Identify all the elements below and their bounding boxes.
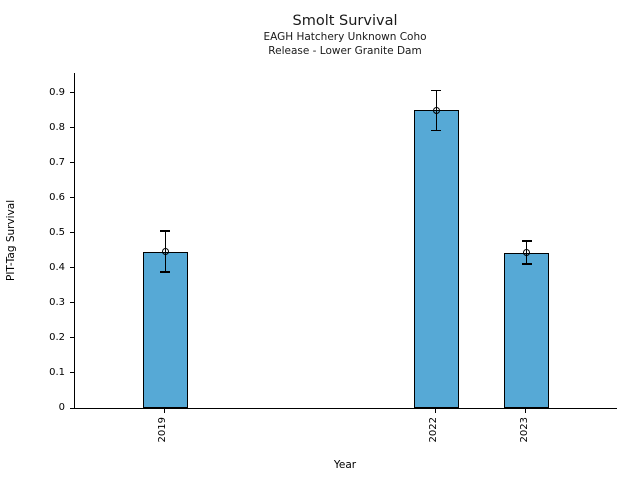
y-tick-mark xyxy=(70,302,74,304)
chart-subtitle-line2: Release - Lower Granite Dam xyxy=(268,44,422,57)
error-bar-cap-top xyxy=(160,230,171,232)
y-tick-label: 0.7 xyxy=(49,156,65,168)
y-tick-label: 0.6 xyxy=(49,191,65,203)
x-tick-mark xyxy=(163,409,165,413)
y-tick-label: 0.4 xyxy=(49,261,65,273)
y-tick-label: 0 xyxy=(58,402,65,413)
y-tick-mark xyxy=(70,407,74,409)
chart-title: Smolt Survival xyxy=(292,13,398,29)
data-point-marker xyxy=(161,248,169,256)
error-bar-cap-top xyxy=(521,240,532,242)
y-tick-label: 0.1 xyxy=(49,366,65,378)
x-tick-label: 2022 xyxy=(428,417,440,443)
data-point-marker xyxy=(432,106,440,114)
y-tick-label: 0.2 xyxy=(49,331,65,343)
x-tick-label: 2023 xyxy=(518,417,530,443)
x-tick-mark xyxy=(525,409,527,413)
y-tick-label: 0.8 xyxy=(49,121,65,133)
y-tick-mark xyxy=(70,337,74,339)
chart-subtitle-line1: EAGH Hatchery Unknown Coho xyxy=(263,31,427,43)
y-tick-mark xyxy=(70,92,74,94)
y-tick-mark xyxy=(70,127,74,129)
x-tick-mark xyxy=(434,409,436,413)
y-tick-label: 0.5 xyxy=(49,226,65,238)
bar-2019 xyxy=(142,251,188,408)
y-tick-mark xyxy=(70,372,74,374)
x-axis-label: Year xyxy=(333,459,357,471)
error-bar-cap-bottom xyxy=(521,263,532,265)
x-tick-label: 2019 xyxy=(157,417,169,443)
y-tick-label: 0.9 xyxy=(49,86,65,98)
error-bar-cap-bottom xyxy=(160,271,171,273)
error-bar-cap-top xyxy=(431,89,442,92)
y-tick-mark xyxy=(70,232,74,234)
error-bar-cap-bottom xyxy=(431,129,442,132)
y-tick-mark xyxy=(70,197,74,199)
y-tick-label: 0.3 xyxy=(49,296,65,308)
plot-area xyxy=(74,73,617,409)
y-tick-mark xyxy=(70,267,74,269)
chart-header: Smolt Survival EAGH Hatchery Unknown Coh… xyxy=(74,11,616,58)
data-point-marker xyxy=(523,249,531,257)
y-tick-mark xyxy=(70,162,74,164)
bar-2022 xyxy=(413,110,459,408)
bar-2023 xyxy=(504,252,550,408)
